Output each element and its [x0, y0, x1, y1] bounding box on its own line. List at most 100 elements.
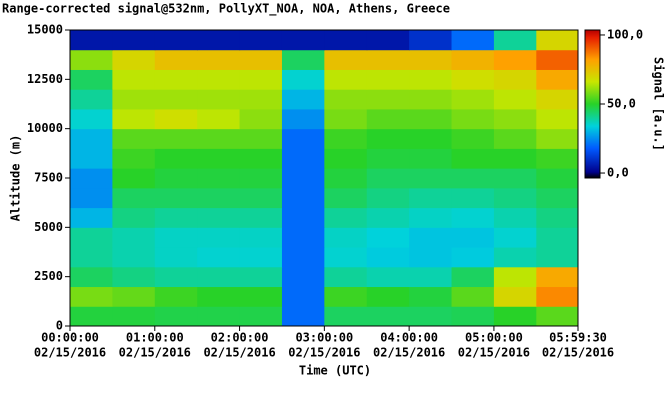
heat-cell: [451, 69, 495, 90]
heat-cell: [281, 227, 325, 248]
heat-cell: [366, 148, 410, 169]
heat-cell: [281, 306, 325, 327]
heat-cell: [493, 306, 537, 327]
heat-cell: [281, 108, 325, 130]
colorbar-tick-label: 100,0: [607, 27, 643, 41]
heat-cell: [112, 148, 156, 169]
heat-cell: [70, 207, 113, 228]
heat-cell: [70, 128, 113, 149]
heat-cell: [451, 187, 495, 209]
heat-cell: [536, 49, 579, 70]
x-tick-date: 02/15/2016: [373, 346, 445, 360]
heat-cell: [197, 69, 241, 90]
heat-cell: [324, 266, 368, 288]
heat-cell: [493, 227, 537, 248]
heat-cell: [366, 207, 410, 228]
heat-cell: [70, 227, 113, 248]
heat-cell: [197, 128, 241, 149]
heat-cell: [493, 89, 537, 110]
heat-cell: [493, 128, 537, 149]
x-tick-label: 05:00:00: [465, 331, 523, 345]
heat-cell: [536, 187, 579, 209]
x-tick-label: 02:00:00: [211, 331, 269, 345]
heat-cell: [493, 69, 537, 90]
heat-cell: [70, 286, 113, 307]
heat-cell: [324, 187, 368, 209]
heat-cell: [154, 266, 198, 288]
heat-cell: [70, 247, 113, 268]
heat-cell: [409, 69, 453, 90]
heat-cell: [154, 227, 198, 248]
heat-cell: [409, 247, 453, 268]
y-axis-label: Altitude (m): [9, 135, 23, 222]
heat-cell: [324, 148, 368, 169]
heat-cell: [409, 128, 453, 149]
heat-cell: [239, 148, 283, 169]
heat-cell: [451, 89, 495, 110]
heat-cell: [197, 247, 241, 268]
heat-cell: [239, 187, 283, 209]
heat-cell: [536, 69, 579, 90]
heat-cell: [239, 266, 283, 288]
heat-cell: [536, 89, 579, 110]
x-tick-label: 03:00:00: [295, 331, 353, 345]
heat-cell: [536, 30, 579, 51]
colorbar-tick-label: 50,0: [607, 97, 636, 111]
heat-cell: [70, 266, 113, 288]
heat-cell: [451, 49, 495, 70]
heat-cell: [239, 108, 283, 130]
heat-cell: [197, 168, 241, 189]
heat-cell: [409, 108, 453, 130]
heat-cell: [366, 168, 410, 189]
heat-cell: [324, 247, 368, 268]
heat-cell: [112, 207, 156, 228]
x-tick-label: 00:00:00: [41, 331, 99, 345]
heat-cell: [493, 168, 537, 189]
heat-cell: [154, 148, 198, 169]
y-tick-label: 2500: [34, 269, 63, 283]
heat-cell: [239, 247, 283, 268]
heat-cell: [197, 187, 241, 209]
heat-cell: [324, 128, 368, 149]
heat-cell: [197, 108, 241, 130]
heat-cell: [281, 69, 325, 90]
heat-cell: [366, 108, 410, 130]
heat-cell: [281, 128, 325, 149]
heat-cell: [493, 108, 537, 130]
heat-cell: [324, 108, 368, 130]
heat-cell: [281, 207, 325, 228]
heat-cell: [409, 266, 453, 288]
heat-cell: [324, 227, 368, 248]
y-tick-label: 7500: [34, 171, 63, 185]
y-tick-label: 15000: [27, 23, 63, 37]
heat-cell: [536, 306, 579, 327]
heat-cell: [409, 207, 453, 228]
heat-cell: [154, 286, 198, 307]
heat-cell: [324, 49, 368, 70]
heat-cell: [70, 89, 113, 110]
heat-cell: [536, 286, 579, 307]
heat-cell: [154, 168, 198, 189]
heat-cell: [451, 227, 495, 248]
heat-cell: [70, 306, 113, 327]
heat-cell: [154, 306, 198, 327]
heat-cell: [493, 49, 537, 70]
heat-cell: [409, 168, 453, 189]
heat-cell: [493, 247, 537, 268]
chart-title: Range-corrected signal@532nm, PollyXT_NO…: [2, 2, 450, 17]
heat-cell: [451, 30, 495, 51]
heat-cell: [197, 89, 241, 110]
heat-cell: [154, 30, 198, 51]
heat-cell: [281, 266, 325, 288]
x-tick-date: 02/15/2016: [119, 346, 191, 360]
heat-cell: [366, 89, 410, 110]
heat-cell: [197, 207, 241, 228]
heat-cell: [112, 49, 156, 70]
heat-cell: [70, 108, 113, 130]
heat-cell: [197, 286, 241, 307]
heat-cell: [366, 30, 410, 51]
heat-cell: [324, 30, 368, 51]
heat-cell: [324, 168, 368, 189]
heat-cell: [112, 69, 156, 90]
